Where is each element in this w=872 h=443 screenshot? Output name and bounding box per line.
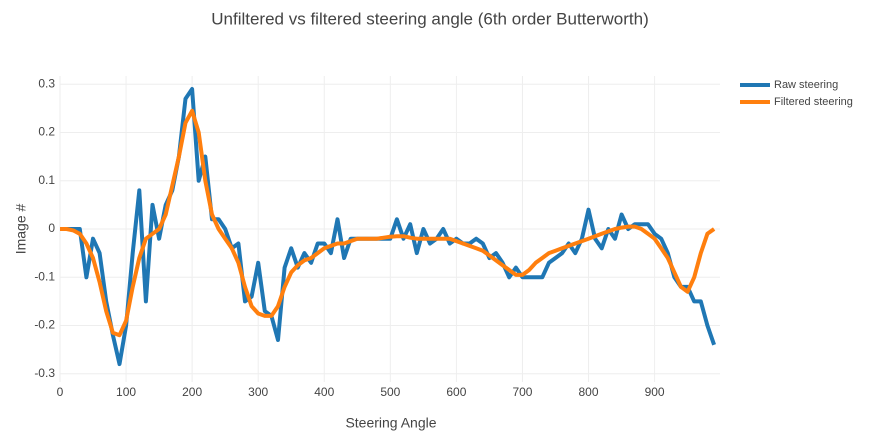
y-tick-label: -0.1 [34,269,55,283]
y-tick-label: 0.3 [38,76,55,90]
x-tick-label: 300 [248,385,268,399]
y-tick-label: -0.3 [34,366,55,380]
x-tick-label: 700 [512,385,532,399]
legend-label: Raw steering [774,79,838,91]
y-tick-label: -0.2 [34,318,55,332]
x-tick-label: 600 [446,385,466,399]
x-tick-label: 500 [380,385,400,399]
x-tick-label: 900 [645,385,665,399]
x-axis-title: Steering Angle [345,415,436,431]
x-tick-label: 200 [182,385,202,399]
x-tick-label: 400 [314,385,334,399]
chart-title: Unfiltered vs filtered steering angle (6… [211,9,648,28]
x-tick-label: 800 [579,385,599,399]
y-axis-title: Image # [13,203,29,254]
x-tick-label: 0 [57,385,64,399]
x-tick-label: 100 [116,385,136,399]
y-tick-label: 0.2 [38,125,55,139]
legend-label: Filtered steering [774,96,853,108]
y-tick-label: 0.1 [38,173,55,187]
y-tick-label: 0 [48,221,55,235]
line-series [60,108,716,338]
